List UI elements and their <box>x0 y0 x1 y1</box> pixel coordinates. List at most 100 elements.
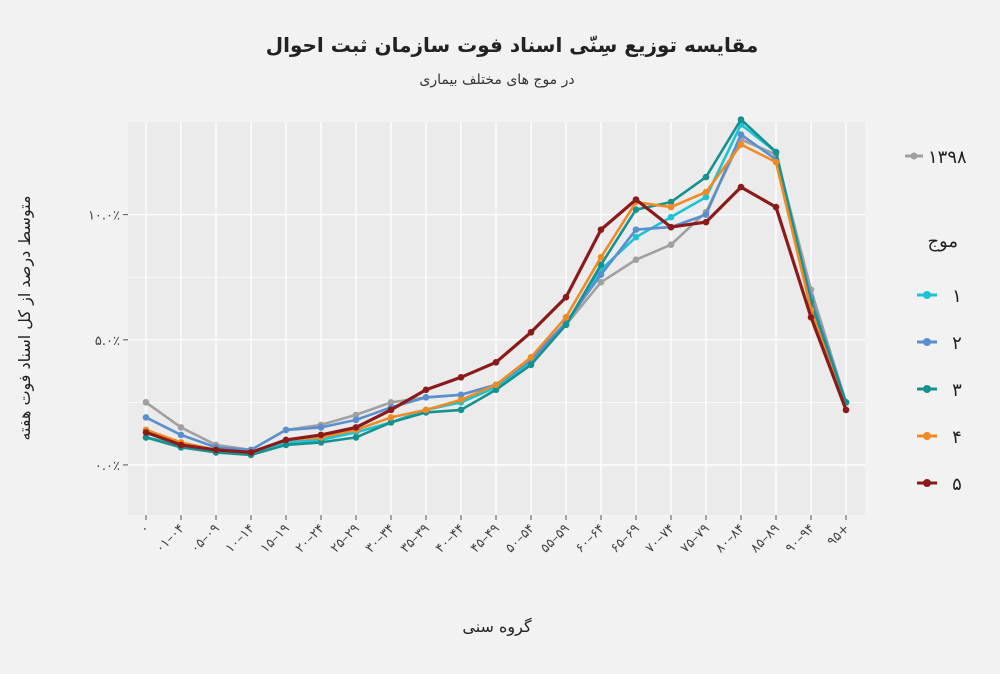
x-tick-label: ۵۰–۵۴ <box>503 521 538 556</box>
x-axis: ۰ ۰۱–۰۴ ۰۵–۰۹ ۱۰–۱۴ ۱۵–۱۹ ۲۰–۲۴ ۲۵–۲۹ ۳۰–۳۴ ۳۵–۳… <box>137 515 853 556</box>
legend-key-point <box>923 385 931 393</box>
data-point <box>737 116 745 123</box>
data-point <box>387 406 395 414</box>
data-point <box>142 414 150 421</box>
data-point <box>352 416 360 424</box>
data-point <box>632 226 640 233</box>
data-point <box>737 131 745 138</box>
y-axis-title: متوسط درصد از کل اسناد فوت هفته <box>15 195 35 440</box>
data-point <box>702 211 710 218</box>
legend-item-reference: ۱۳۹۸ <box>905 147 967 168</box>
data-point <box>632 256 640 263</box>
data-point <box>457 406 465 414</box>
chart-title: مقایسه توزیع سِنّی اسناد فوت سازمان ثبت … <box>266 33 759 57</box>
data-point <box>387 419 395 426</box>
legend-key-point <box>910 152 918 160</box>
data-point <box>702 173 710 181</box>
data-point <box>667 198 675 206</box>
data-point <box>562 313 570 321</box>
x-tick-label: ۱۵–۱۹ <box>258 521 293 556</box>
x-tick-label: ۴۰–۴۴ <box>433 521 468 556</box>
x-tick-label: ۲۵–۲۹ <box>328 521 363 556</box>
data-point <box>667 241 675 248</box>
data-point <box>492 386 500 394</box>
x-tick-label: ۱۰–۱۴ <box>223 521 258 556</box>
x-axis-title: گروه سنی <box>462 617 532 637</box>
data-point <box>282 426 290 434</box>
legend-item: ۵ <box>917 474 962 495</box>
x-tick-label: ۰۵–۰۹ <box>188 521 223 556</box>
data-point <box>387 399 395 406</box>
data-point <box>527 361 535 369</box>
data-point <box>632 196 640 203</box>
x-tick-label: ۵۵–۵۹ <box>538 521 573 556</box>
data-point <box>177 424 185 431</box>
data-point <box>212 446 220 454</box>
data-point <box>597 271 605 278</box>
legend-key-point <box>923 338 931 346</box>
data-point <box>702 193 710 201</box>
data-point <box>632 233 640 241</box>
data-point <box>457 396 465 404</box>
data-point <box>177 441 185 449</box>
legend-item: ۱ <box>917 286 962 307</box>
legend-label: ۳ <box>952 380 962 401</box>
data-point <box>247 449 255 456</box>
legend-item: ۲ <box>917 333 962 354</box>
series-lines <box>142 116 850 459</box>
data-point <box>737 183 745 191</box>
data-point <box>177 431 185 439</box>
data-point <box>457 374 465 381</box>
data-point <box>772 158 780 166</box>
x-tick-label: ۹۰–۹۴ <box>783 521 818 556</box>
data-point <box>597 261 605 268</box>
legend-label: ۴ <box>952 427 962 448</box>
data-point <box>597 226 605 233</box>
data-point <box>282 436 290 444</box>
data-point <box>632 206 640 213</box>
data-point <box>667 213 675 221</box>
data-point <box>282 441 290 449</box>
data-point <box>562 293 570 301</box>
data-point <box>352 434 360 441</box>
y-tick-label: ۱۰.۰٪ <box>88 209 120 224</box>
data-point <box>387 414 395 421</box>
data-point <box>527 328 535 336</box>
legend-key-point <box>923 291 931 299</box>
chart-subtitle: در موج های مختلف بیماری <box>419 72 574 88</box>
data-point <box>317 431 325 439</box>
x-tick-label: ۷۵–۷۹ <box>678 521 713 556</box>
legend-label: ۱۳۹۸ <box>928 147 967 168</box>
series-wave <box>142 183 850 456</box>
data-point <box>737 141 745 148</box>
data-point <box>597 278 605 286</box>
data-point <box>772 203 780 211</box>
legend-key-point <box>923 432 931 440</box>
legend-key-point <box>923 479 931 487</box>
data-point <box>352 411 360 419</box>
data-point <box>142 434 150 441</box>
x-tick-label: ۳۰–۳۴ <box>363 521 398 556</box>
data-point <box>422 394 430 401</box>
legend: ۱۳۹۸ موج ۱ ۲ ۳ ۴ ۵ <box>905 147 967 495</box>
x-tick-label: ۸۰–۸۴ <box>713 521 748 556</box>
x-tick-label: ۶۰–۶۴ <box>573 521 608 556</box>
x-tick-label: ۶۵–۶۹ <box>608 521 643 556</box>
legend-item: ۳ <box>917 380 962 401</box>
y-tick-label: ۰.۰٪ <box>95 459 120 474</box>
data-point <box>527 353 535 361</box>
data-point <box>422 386 430 394</box>
data-point <box>772 148 780 156</box>
data-point <box>667 203 675 211</box>
x-tick-label: ۰۱–۰۴ <box>153 521 188 556</box>
legend-label: ۵ <box>952 474 962 495</box>
data-point <box>422 406 430 414</box>
series-wave <box>142 116 850 459</box>
data-point <box>842 406 850 414</box>
data-point <box>492 359 500 366</box>
x-tick-label: ۴۵–۴۹ <box>468 521 503 556</box>
data-point <box>667 223 675 231</box>
data-point <box>807 313 815 321</box>
data-point <box>492 381 500 389</box>
